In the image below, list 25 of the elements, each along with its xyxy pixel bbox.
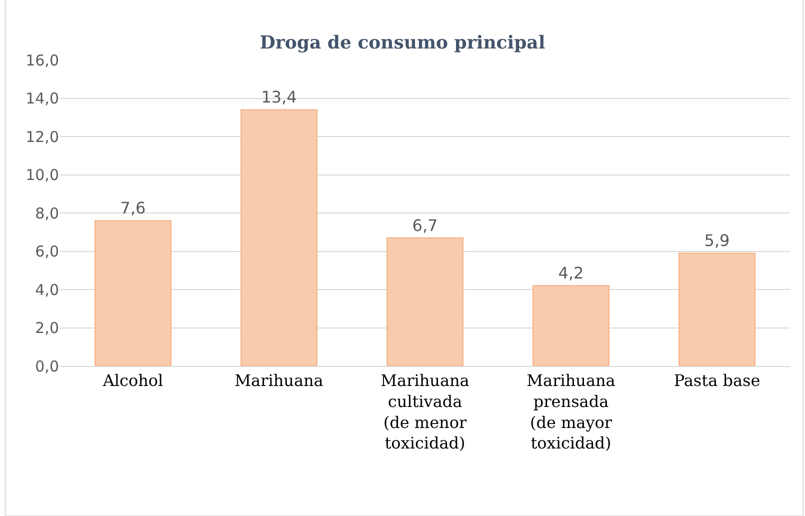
- bar: [678, 252, 756, 366]
- bar: [532, 285, 610, 366]
- x-tick-label: Alcohol: [102, 371, 164, 390]
- x-tick-label: Marihuana cultivada (de menor toxicidad): [380, 371, 470, 453]
- data-label: 4,2: [558, 264, 584, 283]
- x-tick-label: Marihuana prensada (de mayor toxicidad): [526, 371, 616, 453]
- data-label: 7,6: [120, 198, 146, 218]
- y-tick-label: 12,0: [26, 128, 59, 146]
- y-tick-label: 6,0: [35, 242, 59, 260]
- y-tick-label: 16,0: [26, 51, 59, 70]
- y-tick-label: 2,0: [35, 319, 59, 337]
- data-label: 5,9: [704, 231, 730, 250]
- chart-title: Droga de consumo principal: [260, 32, 546, 54]
- data-label: 6,7: [412, 216, 438, 235]
- y-tick-label: 0,0: [35, 357, 59, 376]
- x-tick-label: Marihuana: [234, 371, 324, 390]
- y-tick-label: 14,0: [26, 90, 59, 108]
- y-tick-label: 10,0: [26, 166, 59, 184]
- bar: [240, 109, 318, 366]
- bar: [94, 220, 172, 366]
- y-tick-label: 8,0: [35, 204, 59, 222]
- bar: [386, 237, 464, 366]
- x-tick-label: Pasta base: [674, 371, 760, 390]
- y-tick-label: 4,0: [35, 280, 59, 299]
- data-label: 13,4: [261, 88, 297, 107]
